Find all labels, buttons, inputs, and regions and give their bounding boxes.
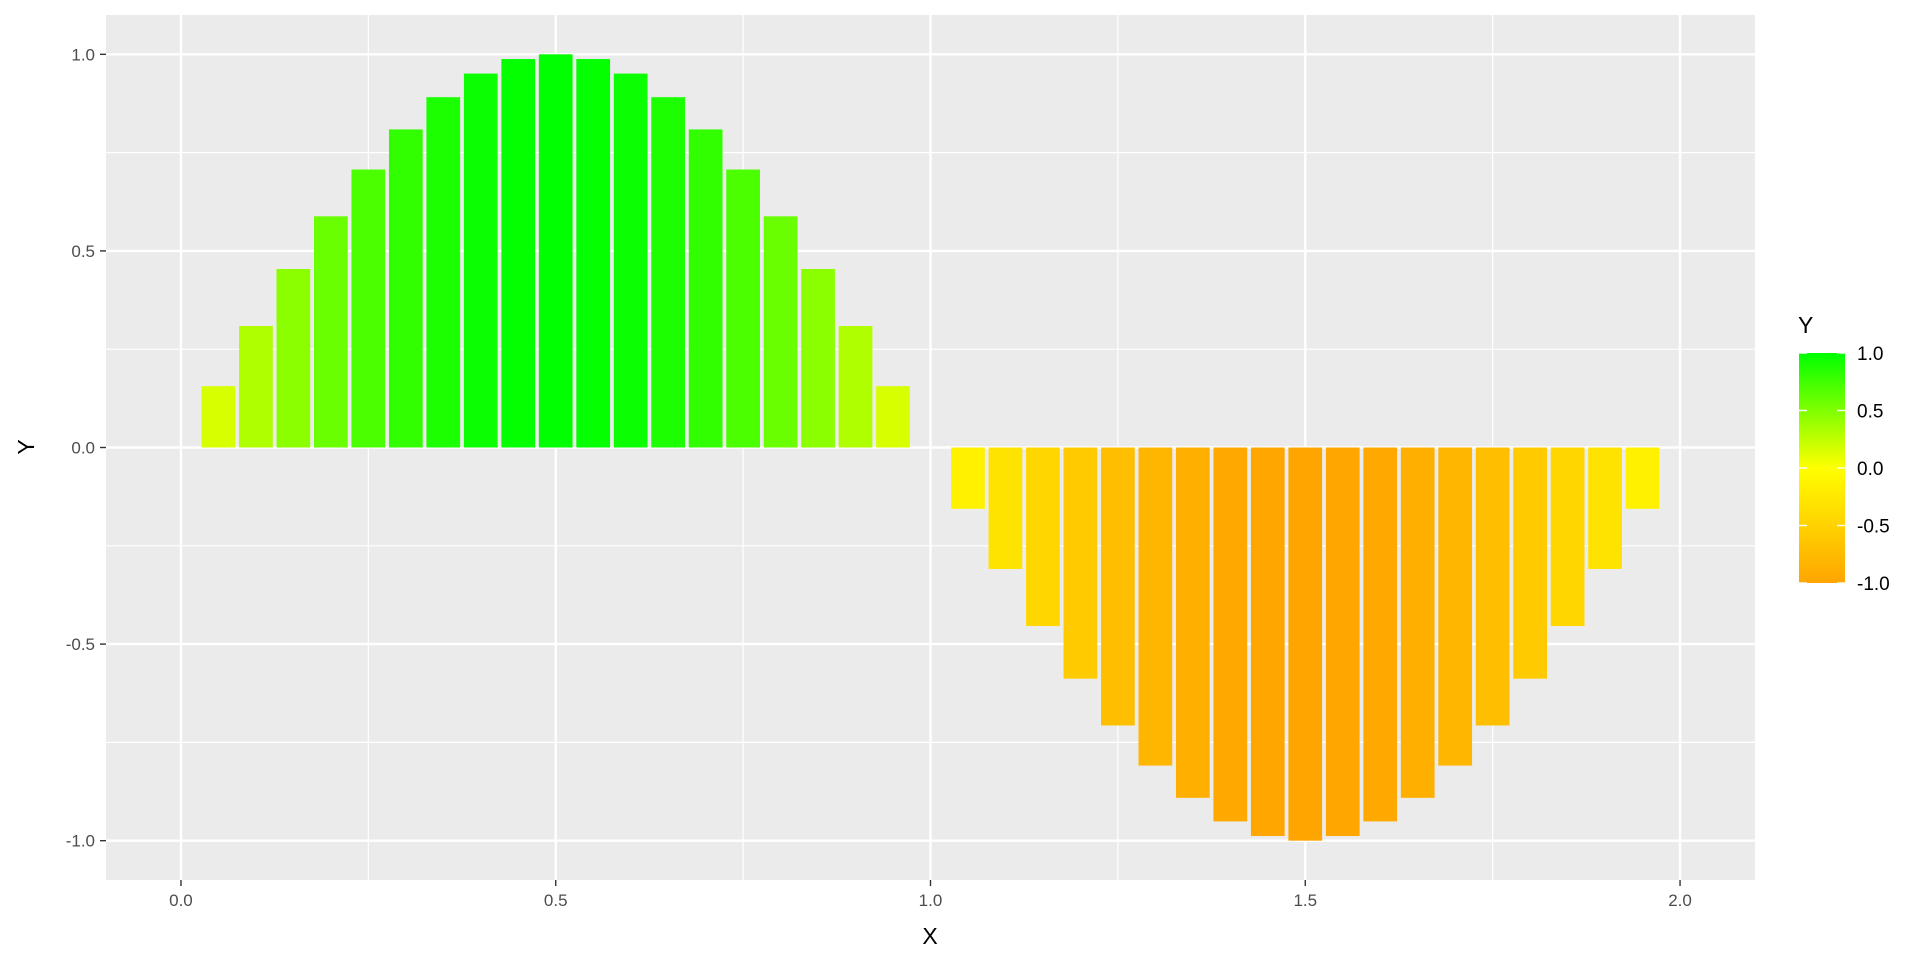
bar (313, 216, 348, 448)
x-tick-label: 0.0 (169, 891, 193, 910)
bar (1213, 447, 1248, 822)
bar (276, 268, 311, 448)
bar (1138, 447, 1173, 766)
bar (1026, 447, 1060, 627)
y-tick-label: -1.0 (66, 832, 95, 851)
bar (501, 59, 536, 448)
bar (239, 326, 273, 448)
bar (1175, 447, 1210, 798)
bar (1288, 447, 1323, 841)
y-tick-label: 0.0 (71, 439, 95, 458)
bar (1363, 447, 1398, 822)
bars (201, 54, 1660, 841)
bar (1475, 447, 1510, 726)
bar (763, 216, 798, 448)
bar (1625, 447, 1660, 509)
bar (388, 129, 423, 448)
y-axis: -1.0 -0.5 0.0 0.5 1.0 (66, 45, 106, 851)
x-tick-label: 1.5 (1293, 891, 1317, 910)
bar (651, 97, 686, 448)
bar (463, 73, 498, 448)
legend-label: 0.0 (1857, 459, 1883, 480)
bar (688, 129, 723, 448)
bar (613, 73, 648, 448)
y-tick-label: 0.5 (71, 242, 95, 261)
bar (988, 447, 1023, 569)
y-tick-label: 1.0 (71, 45, 95, 64)
bar (1325, 447, 1360, 836)
x-tick-label: 2.0 (1668, 891, 1692, 910)
bar (576, 59, 611, 448)
bar (1438, 447, 1473, 766)
x-tick-label: 0.5 (544, 891, 568, 910)
bar (201, 386, 236, 448)
bar (1101, 447, 1135, 726)
bar (726, 169, 760, 448)
bar (838, 326, 873, 448)
bar (351, 169, 386, 448)
y-axis-title: Y (13, 439, 39, 454)
bar (876, 386, 910, 448)
legend-label: 0.5 (1857, 402, 1883, 423)
y-tick-label: -0.5 (66, 635, 95, 654)
bar (1250, 447, 1285, 836)
legend-label: -0.5 (1857, 517, 1890, 538)
bar (1063, 447, 1098, 679)
bar (1588, 447, 1622, 569)
bar (801, 268, 835, 448)
legend-title: Y (1798, 312, 1813, 338)
bar (538, 54, 573, 448)
x-axis: 0.0 0.5 1.0 1.5 2.0 (169, 880, 1692, 910)
legend-ticks: 1.0 0.5 0.0 -0.5 -1.0 (1799, 344, 1890, 595)
legend-label: -1.0 (1857, 574, 1890, 595)
legend-label: 1.0 (1857, 344, 1883, 365)
x-tick-label: 1.0 (919, 891, 943, 910)
x-axis-title: X (922, 923, 937, 949)
legend: Y 1.0 0.5 0.0 -0.5 -1.0 (1798, 312, 1890, 595)
bar (1550, 447, 1585, 627)
bar (426, 97, 461, 448)
bar (951, 447, 985, 509)
bar (1513, 447, 1548, 679)
bar (1400, 447, 1435, 798)
